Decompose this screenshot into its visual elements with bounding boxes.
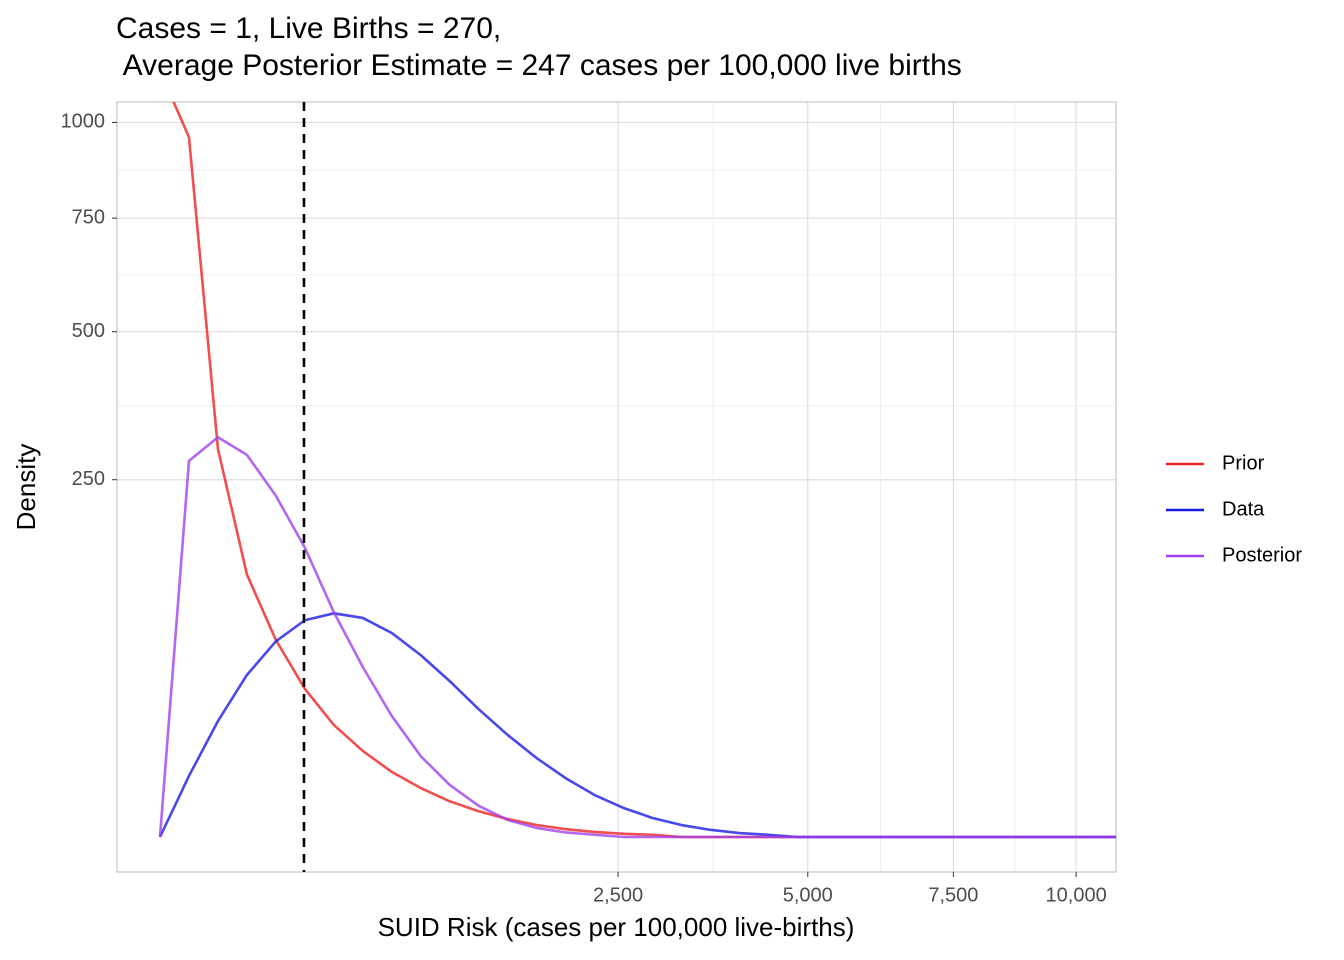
legend-label: Data	[1222, 498, 1265, 520]
y-tick-label: 250	[72, 468, 105, 490]
x-tick-label: 5,000	[783, 884, 833, 906]
chart-title: Cases = 1, Live Births = 270,	[116, 12, 501, 45]
y-tick-label: 750	[72, 206, 105, 228]
x-axis-label: SUID Risk (cases per 100,000 live-births…	[378, 912, 855, 942]
series-line	[158, 435, 1116, 839]
y-axis-label: Density	[11, 444, 41, 531]
legend: Prior Data Posterior	[1166, 452, 1302, 566]
chart-subtitle: Average Posterior Estimate = 247 cases p…	[116, 49, 962, 82]
x-tick-label: 7,500	[928, 884, 978, 906]
y-tick-label: 500	[72, 320, 105, 342]
legend-label: Posterior	[1222, 544, 1302, 566]
x-tick-label: 2,500	[593, 884, 643, 906]
plot-area	[158, 102, 1116, 872]
legend-label: Prior	[1222, 452, 1265, 474]
grid	[117, 102, 1116, 872]
y-tick-label: 1000	[61, 111, 106, 133]
panel-border	[116, 101, 1117, 873]
x-tick-label: 10,000	[1046, 884, 1107, 906]
